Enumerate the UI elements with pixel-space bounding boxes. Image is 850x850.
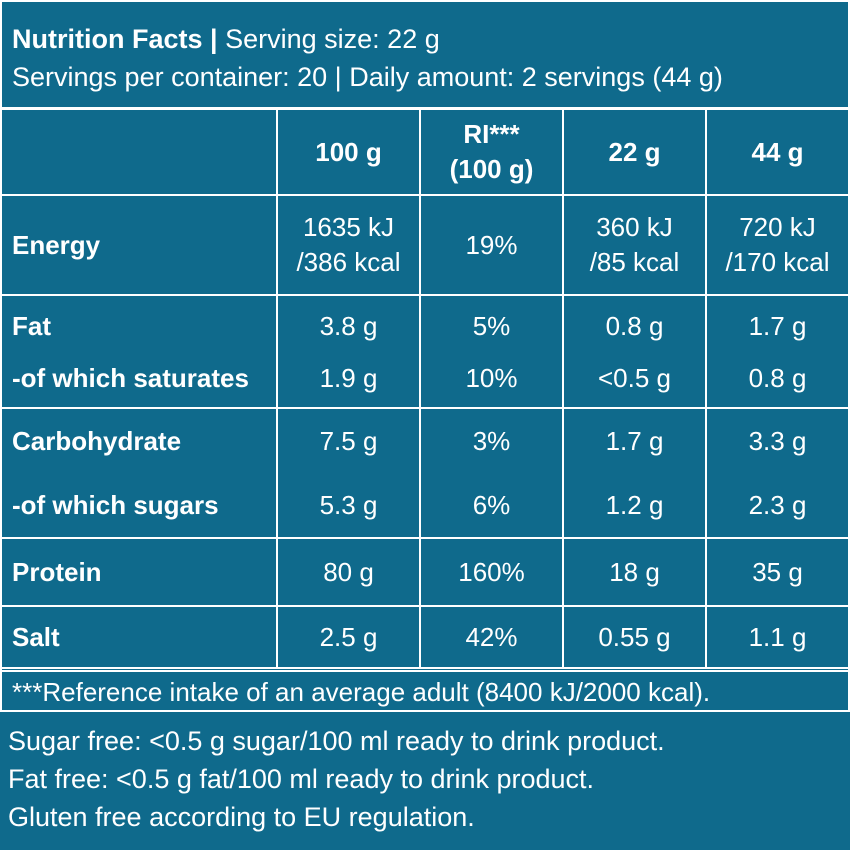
col-header-ri-line1: RI*** [463,119,520,149]
carbohydrate-22g-value: 1.7 g [605,426,664,456]
header-separator: | [210,24,218,54]
energy-44g-kj: 720 kJ [739,212,816,242]
saturates-label: -of which saturates [12,362,249,393]
header-empty-cell [2,110,278,196]
table-row-energy: Energy 1635 kJ /386 kcal 19% 360 kJ /85 … [2,194,848,296]
carbohydrate-44g-value: 3.3 g [748,426,807,456]
nutrition-header: Nutrition Facts | Serving size: 22 g Ser… [2,2,848,110]
saturates-ri-value: 10% [465,362,518,393]
salt-22g: 0.55 g [562,605,707,669]
sugars-22g-value: 1.2 g [605,490,664,520]
header-line-1: Nutrition Facts | Serving size: 22 g [12,20,848,58]
row-label-salt: Salt [2,605,278,669]
energy-22g: 360 kJ /85 kcal [562,194,707,296]
energy-44g-kcal: /170 kcal [725,247,830,277]
fat-label: Fat [12,310,51,341]
saturates-22g-value: <0.5 g [597,362,671,393]
serving-size: Serving size: 22 g [225,24,440,54]
reference-intake-footnote: ***Reference intake of an average adult … [2,670,848,710]
col-header-100g: 100 g [276,110,421,196]
gluten-free-note: Gluten free according to EU regulation. [8,802,475,832]
carbohydrate-ri: 3% 6% [419,407,564,539]
nutrition-panel [0,0,850,712]
salt-ri: 42% [419,605,564,669]
fat-44g: 1.7 g 0.8 g [705,294,848,409]
energy-100g-kj: 1635 kJ [302,212,395,242]
saturates-44g-value: 0.8 g [748,362,807,393]
row-label-energy: Energy [2,194,278,296]
energy-100g: 1635 kJ /386 kcal [276,194,421,296]
carbohydrate-label: Carbohydrate [12,426,182,456]
servings-per-container: Servings per container: 20 | Daily amoun… [12,62,723,92]
sugars-label: -of which sugars [12,490,219,520]
carbohydrate-22g: 1.7 g 1.2 g [562,407,707,539]
col-header-44g: 44 g [705,110,848,196]
fat-22g: 0.8 g <0.5 g [562,294,707,409]
table-row-protein: Protein 80 g 160% 18 g 35 g [2,537,848,607]
energy-100g-kcal: /386 kcal [296,247,401,277]
protein-22g: 18 g [562,537,707,607]
table-header-row: 100 g RI*** (100 g) 22 g 44 g [2,110,848,196]
energy-22g-kj: 360 kJ [596,212,673,242]
fat-free-note: Fat free: <0.5 g fat/100 ml ready to dri… [8,764,595,794]
fat-100g: 3.8 g 1.9 g [276,294,421,409]
salt-100g: 2.5 g [276,605,421,669]
energy-22g-kcal: /85 kcal [589,247,680,277]
fat-ri: 5% 10% [419,294,564,409]
row-label-carbohydrate: Carbohydrate -of which sugars [2,407,278,539]
row-label-fat: Fat -of which saturates [2,294,278,409]
salt-44g: 1.1 g [705,605,848,669]
protein-44g: 35 g [705,537,848,607]
col-header-22g: 22 g [562,110,707,196]
nutrition-title: Nutrition Facts [12,24,203,54]
carbohydrate-44g: 3.3 g 2.3 g [705,407,848,539]
nutrition-table: 100 g RI*** (100 g) 22 g 44 g Energy 163… [2,110,848,669]
sugars-44g-value: 2.3 g [748,490,807,520]
carbohydrate-100g-value: 7.5 g [319,426,378,456]
protein-ri: 160% [419,537,564,607]
sugar-free-note: Sugar free: <0.5 g sugar/100 ml ready to… [8,726,665,756]
table-row-salt: Salt 2.5 g 42% 0.55 g 1.1 g [2,605,848,669]
col-header-ri: RI*** (100 g) [419,110,564,196]
col-header-ri-line2: (100 g) [449,154,534,184]
energy-44g: 720 kJ /170 kcal [705,194,848,296]
fat-22g-value: 0.8 g [605,310,664,341]
sugars-ri-value: 6% [472,490,511,520]
fat-44g-value: 1.7 g [748,310,807,341]
sugars-100g-value: 5.3 g [319,490,378,520]
energy-ri: 19% [419,194,564,296]
saturates-100g-value: 1.9 g [319,362,378,393]
carbohydrate-ri-value: 3% [472,426,511,456]
table-row-fat: Fat -of which saturates 3.8 g 1.9 g 5% 1… [2,294,848,409]
fat-100g-value: 3.8 g [319,310,378,341]
product-claims: Sugar free: <0.5 g sugar/100 ml ready to… [8,722,665,836]
carbohydrate-100g: 7.5 g 5.3 g [276,407,421,539]
fat-ri-value: 5% [472,310,511,341]
row-label-protein: Protein [2,537,278,607]
protein-100g: 80 g [276,537,421,607]
table-row-carbohydrate: Carbohydrate -of which sugars 7.5 g 5.3 … [2,407,848,539]
